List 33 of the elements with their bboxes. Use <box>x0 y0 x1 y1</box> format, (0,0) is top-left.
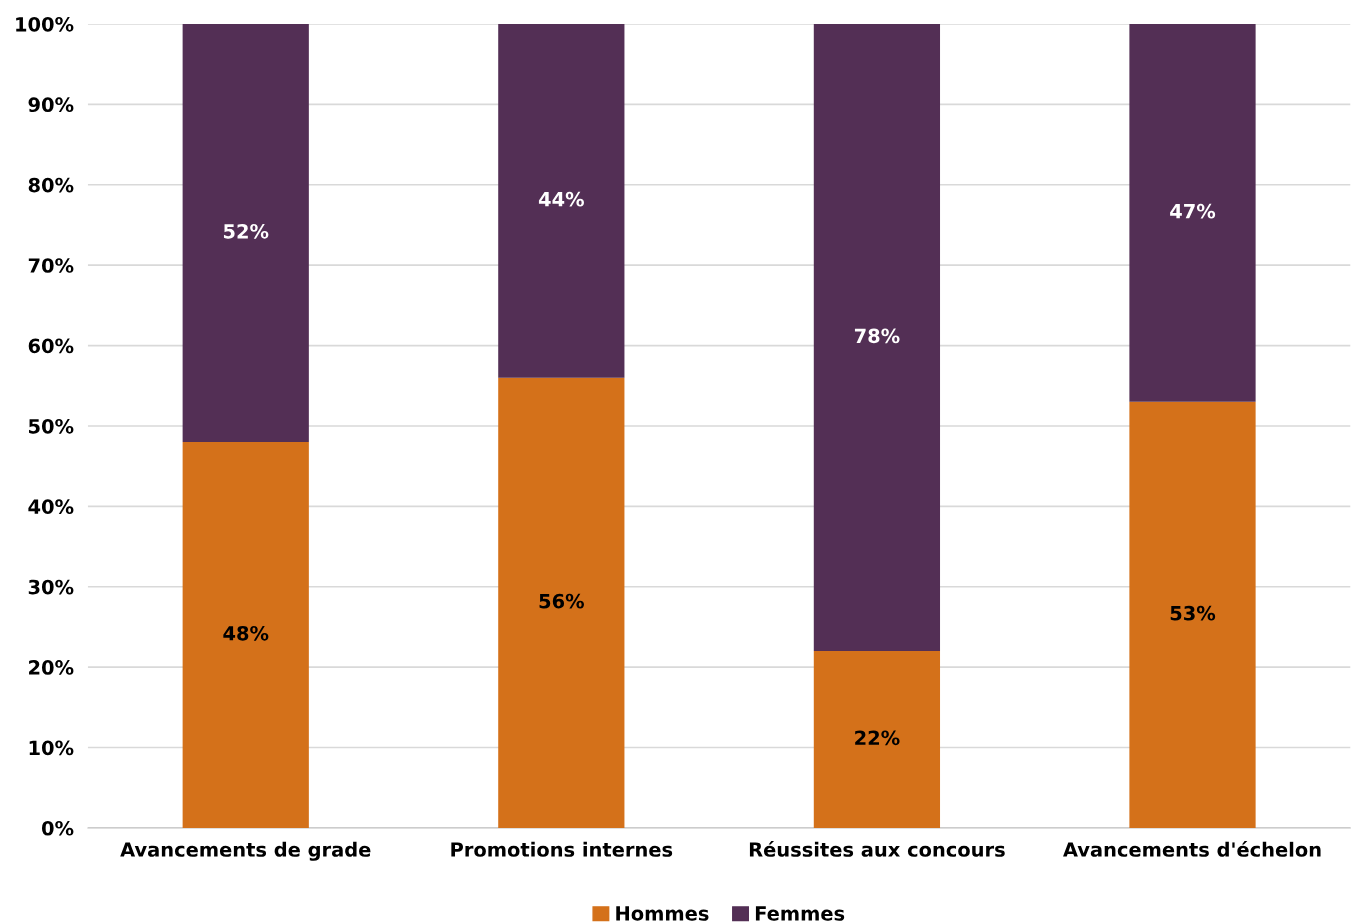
data-label: 44% <box>538 191 584 207</box>
x-tick-label: Promotions internes <box>451 841 673 857</box>
y-tick-label: 50% <box>29 418 74 434</box>
legend-label: Hommes <box>616 906 709 921</box>
y-tick-label: 0% <box>41 820 74 836</box>
y-tick-label: 40% <box>28 499 74 515</box>
bar <box>813 24 941 652</box>
y-tick-label: 70% <box>28 258 74 273</box>
bar <box>1129 24 1256 402</box>
bar <box>1129 401 1256 828</box>
y-tick-label: 10% <box>29 740 74 756</box>
bar <box>498 377 625 828</box>
legend-label: Femmes <box>755 906 845 921</box>
bar <box>813 651 941 828</box>
data-label: 56% <box>539 593 584 609</box>
data-label: 52% <box>223 223 269 239</box>
y-tick-label: 20% <box>29 660 74 675</box>
y-tick-label: 100% <box>16 16 74 32</box>
bar <box>182 442 309 828</box>
y-tick-label: 60% <box>28 338 74 354</box>
y-tick-label: 80% <box>28 177 74 193</box>
bar <box>498 24 625 378</box>
data-label: 53% <box>1170 605 1216 621</box>
y-tick-label: 90% <box>28 97 74 113</box>
x-tick-label: Avancements d'échelon <box>1063 841 1321 857</box>
data-label: 78% <box>854 328 900 344</box>
y-tick-label: 30% <box>28 579 74 595</box>
data-label: 48% <box>223 625 269 641</box>
data-label: 47% <box>1170 203 1216 219</box>
data-label: 22% <box>855 730 900 746</box>
x-tick-label: Réussites aux concours <box>749 841 1005 857</box>
x-tick-label: Avancements de grade <box>120 841 371 861</box>
bar <box>182 24 309 443</box>
